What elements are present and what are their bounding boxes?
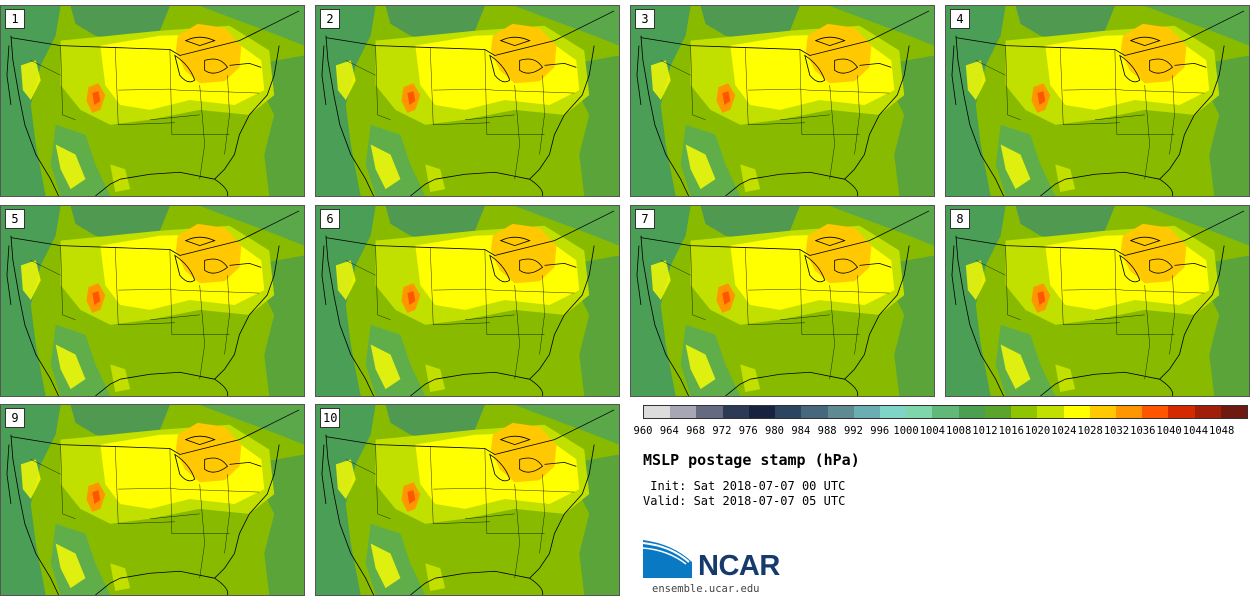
colorbar-swatch [958, 406, 985, 418]
colorbar-tick-label: 1008 [945, 425, 972, 437]
member-number-label: 3 [635, 9, 655, 29]
colorbar-swatch [670, 406, 697, 418]
colorbar-swatch [1142, 406, 1169, 418]
mslp-map-icon [1, 405, 304, 595]
colorbar-swatch [1194, 406, 1221, 418]
member-number-label: 4 [950, 9, 970, 29]
mslp-map-icon [631, 6, 934, 196]
member-number-label: 5 [5, 209, 25, 229]
colorbar-tick-label: 1004 [919, 425, 945, 437]
colorbar-tick-label: 1016 [998, 425, 1024, 437]
colorbar-swatch [853, 406, 880, 418]
colorbar-swatch [1115, 406, 1143, 418]
colorbar-swatch [879, 406, 907, 418]
colorbar-tick-label: 1048 [1209, 425, 1235, 437]
logo-url: ensemble.ucar.edu [652, 583, 760, 595]
colorbar-tick-label: 1032 [1103, 425, 1130, 437]
colorbar-tick-label: 1036 [1130, 425, 1156, 437]
postage-stamp-map: 2 [315, 5, 620, 197]
colorbar-tick-label: 972 [712, 425, 732, 437]
ncar-logo-icon [643, 540, 692, 578]
init-time: Init: Sat 2018-07-07 00 UTC [643, 479, 846, 493]
colorbar-swatch [801, 406, 828, 418]
mslp-map-icon [946, 206, 1249, 396]
colorbar-swatch [644, 406, 671, 418]
postage-stamp-map: 6 [315, 205, 620, 397]
colorbar-swatch [722, 406, 749, 418]
postage-stamp-map: 10 [315, 404, 620, 596]
postage-stamp-map: 9 [0, 404, 305, 596]
colorbar-tick-labels: 960 964 968 972 976 980 984 988 992 996 1000 1004 10… [630, 425, 1260, 439]
colorbar-swatch [932, 406, 959, 418]
colorbar-tick-label: 1000 [893, 425, 919, 437]
colorbar-tick-label: 992 [843, 425, 863, 437]
colorbar-tick-label: 988 [817, 425, 837, 437]
colorbar-swatch [696, 406, 723, 418]
postage-stamp-map: 4 [945, 5, 1250, 197]
postage-stamp-map: 3 [630, 5, 935, 197]
member-number-label: 7 [635, 209, 655, 229]
mslp-map-icon [316, 405, 619, 595]
colorbar-swatch [827, 406, 854, 418]
postage-stamp-map: 1 [0, 5, 305, 197]
colorbar-swatch [748, 406, 776, 418]
colorbar-tick-label: 980 [765, 425, 784, 437]
colorbar-tick-label: 1012 [972, 425, 998, 437]
colorbar-tick-label: 968 [686, 425, 706, 437]
colorbar-tick-label: 1040 [1156, 425, 1182, 437]
postage-stamp-map: 7 [630, 205, 935, 397]
mslp-map-icon [1, 206, 304, 396]
figure-title: MSLP postage stamp (hPa) [643, 451, 860, 469]
colorbar-tick-label: 996 [870, 425, 890, 437]
colorbar-swatch [1011, 406, 1038, 418]
colorbar-tick-label: 960 [633, 425, 653, 437]
postage-stamp-map: 5 [0, 205, 305, 397]
member-number-label: 8 [950, 209, 970, 229]
mslp-colorbar [643, 405, 1248, 419]
colorbar-tick-label: 1028 [1077, 425, 1103, 437]
mslp-map-icon [316, 6, 619, 196]
member-number-label: 9 [5, 408, 25, 428]
colorbar-swatch [1089, 406, 1116, 418]
mslp-map-icon [631, 206, 934, 396]
colorbar-swatch [1168, 406, 1195, 418]
ncar-logo-text: NCAR [698, 550, 780, 582]
colorbar-tick-label: 964 [659, 425, 679, 437]
colorbar-tick-label: 1044 [1182, 425, 1209, 437]
member-number-label: 6 [320, 209, 340, 229]
colorbar-swatch [1220, 406, 1248, 418]
colorbar-tick-label: 1020 [1024, 425, 1051, 437]
mslp-map-icon [946, 6, 1249, 196]
colorbar-swatch [775, 406, 802, 418]
colorbar-swatch [906, 406, 933, 418]
colorbar-tick-label: 976 [738, 425, 758, 437]
postage-stamp-map: 8 [945, 205, 1250, 397]
colorbar-swatch [1063, 406, 1090, 418]
member-number-label: 1 [5, 9, 25, 29]
member-number-label: 10 [320, 408, 341, 428]
colorbar-tick-label: 1024 [1051, 425, 1077, 437]
member-number-label: 2 [320, 9, 340, 29]
colorbar-tick-label: 984 [791, 425, 811, 437]
valid-time: Valid: Sat 2018-07-07 05 UTC [643, 494, 846, 508]
mslp-map-icon [1, 6, 304, 196]
colorbar-swatch [1037, 406, 1064, 418]
mslp-map-icon [316, 206, 619, 396]
colorbar-swatch [984, 406, 1012, 418]
